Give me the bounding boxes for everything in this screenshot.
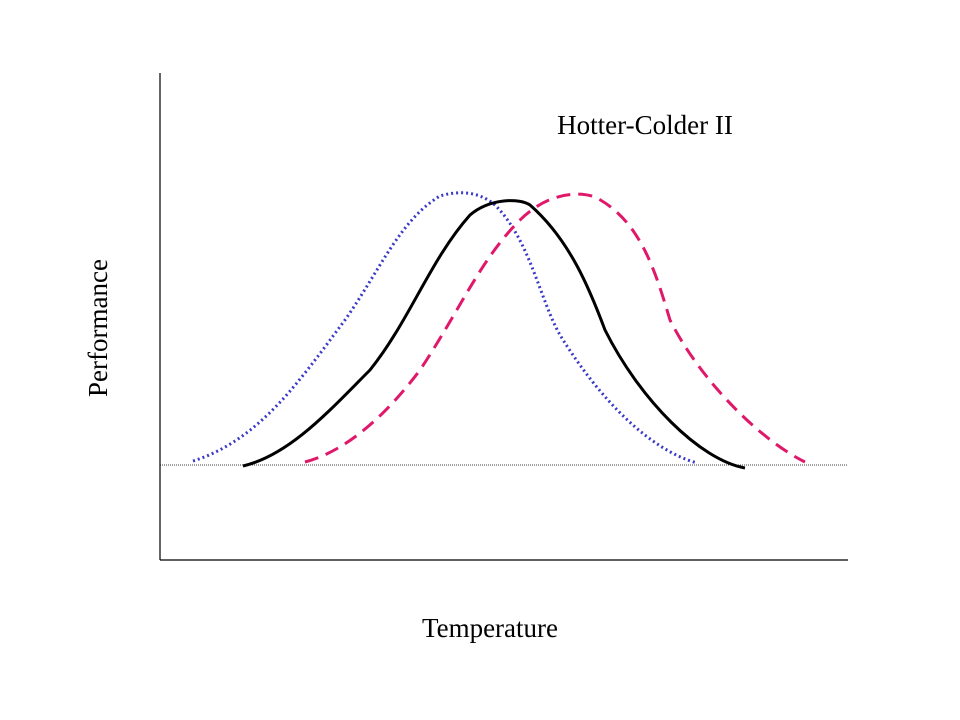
- hotter-curve: [304, 192, 806, 464]
- reference-curve: [242, 199, 746, 470]
- x-axis-label: Temperature: [422, 613, 558, 643]
- diagram-title: Hotter-Colder II: [557, 110, 733, 140]
- y-axis-label: Performance: [83, 259, 113, 397]
